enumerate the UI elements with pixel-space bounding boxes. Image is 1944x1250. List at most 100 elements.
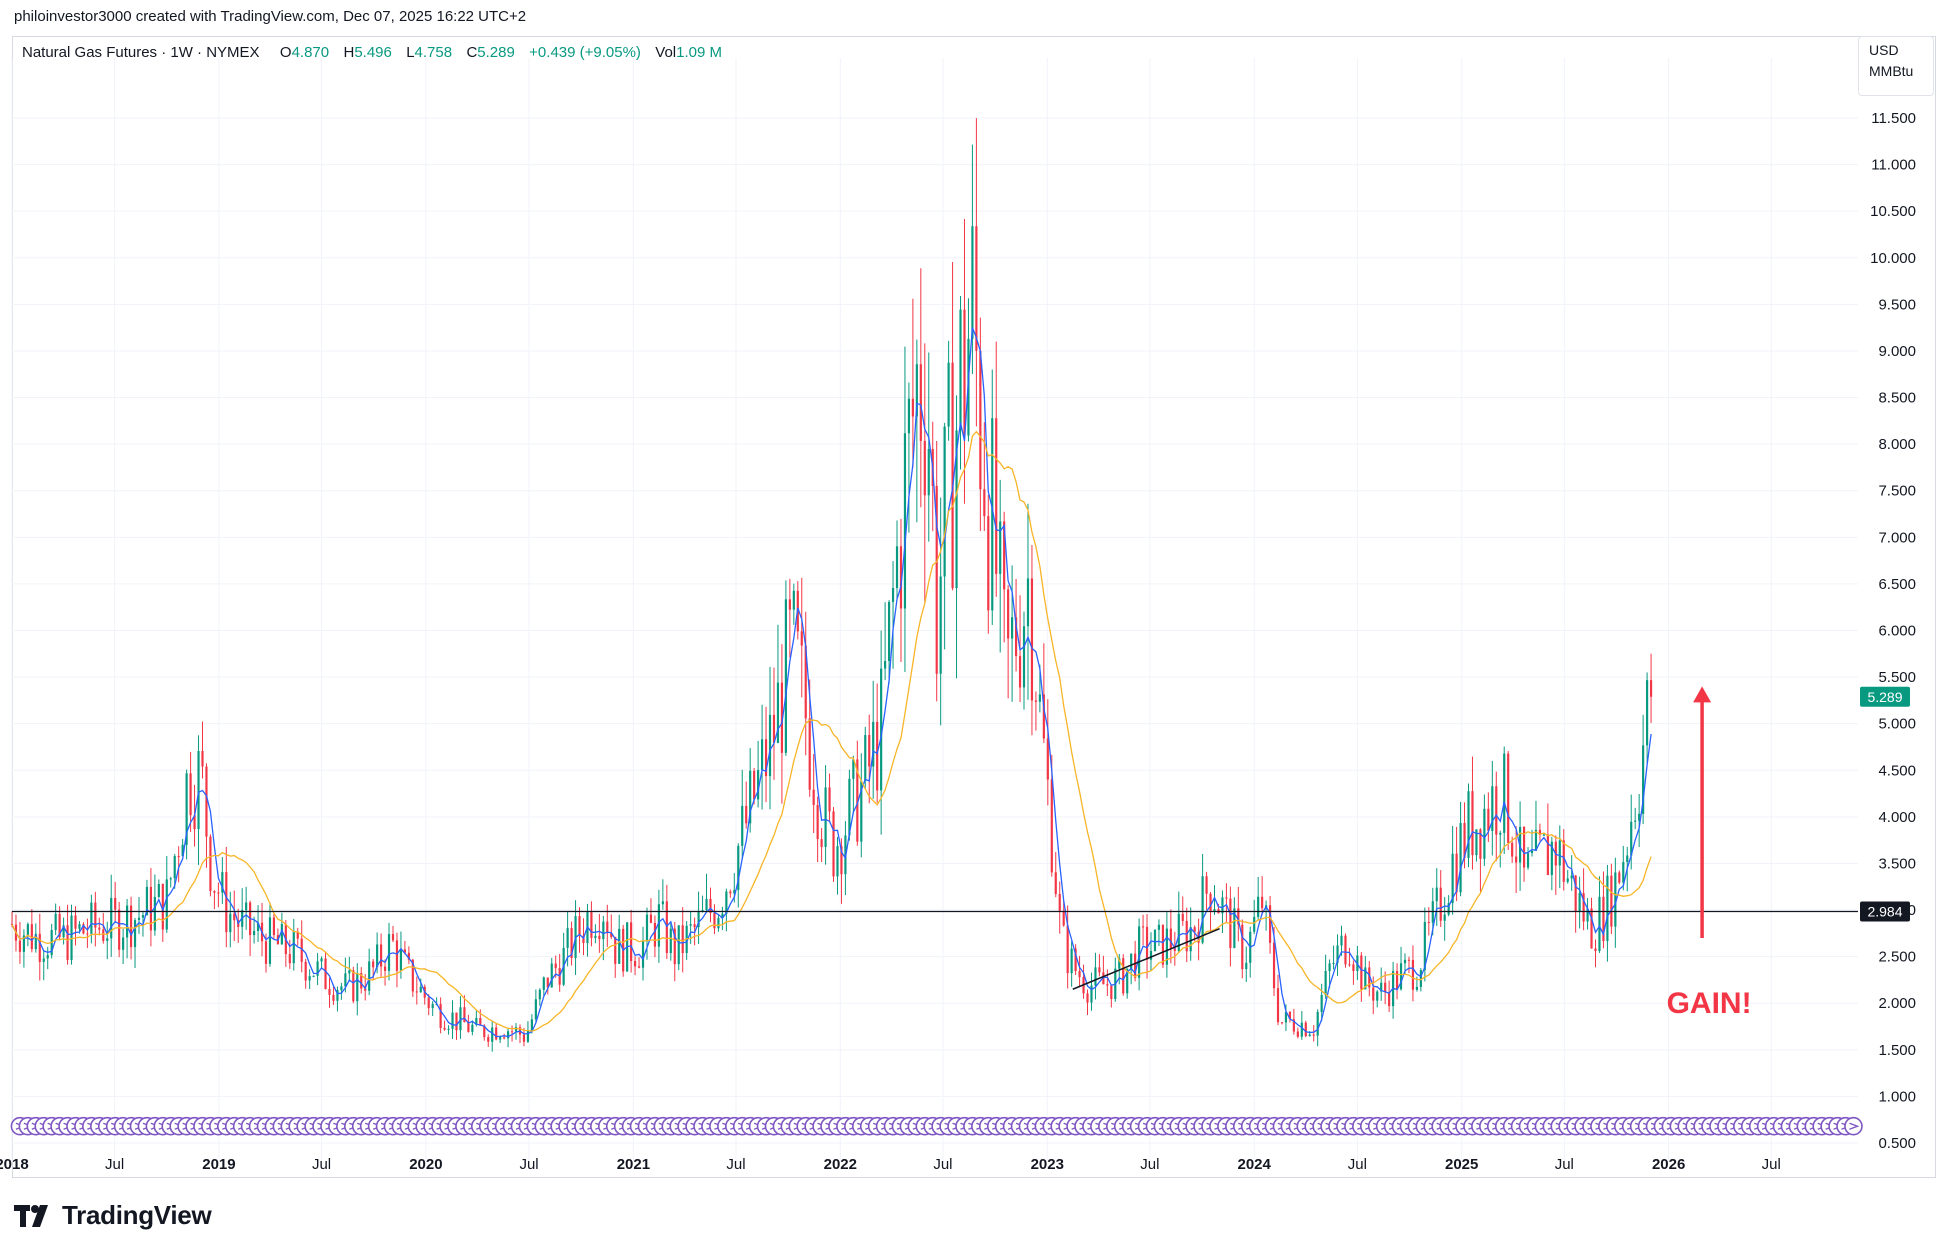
y-tick-label: 6.500 bbox=[1878, 576, 1916, 593]
candle-body bbox=[1225, 897, 1228, 899]
candle-body bbox=[10, 924, 14, 926]
brand-name: TradingView bbox=[62, 1200, 212, 1230]
candle-body bbox=[701, 910, 704, 912]
candle-body bbox=[788, 599, 791, 610]
candle-body bbox=[30, 924, 33, 950]
candle-body bbox=[1638, 813, 1641, 821]
x-tick-label: 2026 bbox=[1652, 1156, 1685, 1173]
y-tick-label: 1.500 bbox=[1878, 1042, 1916, 1059]
candle-body bbox=[836, 846, 839, 877]
candle-body bbox=[566, 928, 569, 948]
candle-body bbox=[530, 1019, 533, 1031]
candle-body bbox=[895, 546, 899, 589]
candle-body bbox=[487, 1037, 490, 1042]
candle-body bbox=[411, 959, 414, 992]
candle-body bbox=[983, 489, 986, 517]
candle-body bbox=[630, 922, 633, 962]
candle-body bbox=[1141, 926, 1145, 928]
candle-body bbox=[971, 226, 974, 339]
candle-body bbox=[1042, 694, 1045, 739]
candles bbox=[10, 118, 1653, 1052]
candle-body bbox=[86, 933, 89, 935]
x-tick-label: 2018 bbox=[0, 1156, 29, 1173]
candle-body bbox=[126, 905, 129, 938]
close-label: C bbox=[466, 44, 478, 61]
candle-body bbox=[935, 485, 938, 674]
candle-body bbox=[653, 922, 657, 947]
unit-label[interactable]: MMBtu bbox=[1869, 63, 1914, 79]
candle-body bbox=[1403, 959, 1407, 964]
currency-label[interactable]: USD bbox=[1869, 42, 1899, 58]
candle-body bbox=[1495, 786, 1498, 835]
candle-body bbox=[1511, 842, 1514, 857]
y-tick-label: 10.000 bbox=[1870, 250, 1916, 267]
candle-body bbox=[217, 892, 220, 894]
candle-body bbox=[1316, 1011, 1319, 1036]
candle-body bbox=[463, 1007, 466, 1023]
candle-body bbox=[784, 599, 787, 753]
candle-body bbox=[927, 448, 930, 496]
x-tick-label: Jul bbox=[1762, 1156, 1781, 1173]
candle-body bbox=[46, 955, 49, 959]
candle-body bbox=[1138, 926, 1141, 978]
tradingview-brand[interactable]: TradingView bbox=[14, 1200, 212, 1231]
x-tick-label: Jul bbox=[105, 1156, 124, 1173]
candle-body bbox=[1003, 521, 1006, 590]
candle-body bbox=[1153, 929, 1157, 951]
candle-body bbox=[840, 846, 843, 875]
last-price-label: 5.289 bbox=[1867, 689, 1902, 705]
candle-body bbox=[1118, 958, 1121, 969]
candle-body bbox=[590, 912, 593, 938]
candle-body bbox=[1090, 985, 1093, 1003]
symbol-legend[interactable]: Natural Gas Futures · 1W · NYMEX O4.870 … bbox=[22, 44, 722, 61]
candle-body bbox=[74, 915, 77, 929]
candle-body bbox=[594, 935, 597, 938]
candle-body bbox=[213, 891, 216, 893]
candle-body bbox=[689, 924, 692, 926]
candle-body bbox=[1530, 850, 1534, 854]
candle-body bbox=[137, 917, 141, 921]
candle-body bbox=[741, 805, 744, 846]
candle-body bbox=[1237, 908, 1240, 925]
candle-body bbox=[1336, 945, 1339, 963]
candle-body bbox=[852, 759, 855, 779]
candle-body bbox=[1384, 982, 1387, 993]
candle-body bbox=[1606, 875, 1609, 942]
grid bbox=[11, 58, 1858, 1162]
candle-body bbox=[1324, 971, 1327, 996]
candle-body bbox=[510, 1031, 514, 1033]
y-tick-label: 7.500 bbox=[1878, 483, 1916, 500]
candle-body bbox=[864, 735, 867, 781]
candle-body bbox=[177, 856, 180, 858]
candle-body bbox=[721, 913, 724, 918]
candle-body bbox=[483, 1025, 486, 1038]
candle-body bbox=[403, 949, 406, 953]
candle-body bbox=[1451, 853, 1454, 904]
candle-body bbox=[1030, 578, 1034, 701]
candle-body bbox=[1253, 916, 1256, 932]
candle-body bbox=[1241, 924, 1244, 970]
candle-body bbox=[503, 1037, 506, 1039]
candle-body bbox=[677, 925, 680, 965]
candle-body bbox=[880, 668, 883, 791]
candle-body bbox=[1475, 829, 1478, 856]
candle-body bbox=[772, 714, 776, 743]
candle-body bbox=[439, 1004, 442, 1028]
candle-body bbox=[491, 1027, 494, 1042]
candle-body bbox=[316, 961, 319, 976]
candle-body bbox=[328, 988, 331, 995]
candle-body bbox=[1213, 909, 1216, 912]
candle-body bbox=[1181, 913, 1184, 921]
candle-body bbox=[1272, 942, 1276, 989]
candle-body bbox=[455, 1012, 458, 1031]
candle-body bbox=[919, 364, 922, 441]
low-label: L bbox=[406, 44, 415, 61]
candle-body bbox=[606, 921, 609, 933]
level-price-tag bbox=[1860, 901, 1910, 922]
event-marker-glyph bbox=[1849, 1122, 1860, 1130]
candle-body bbox=[729, 891, 732, 894]
candle-body bbox=[657, 904, 660, 947]
candle-body bbox=[1447, 903, 1450, 915]
currency-unit-selector[interactable]: USD MMBtu bbox=[1858, 36, 1934, 96]
